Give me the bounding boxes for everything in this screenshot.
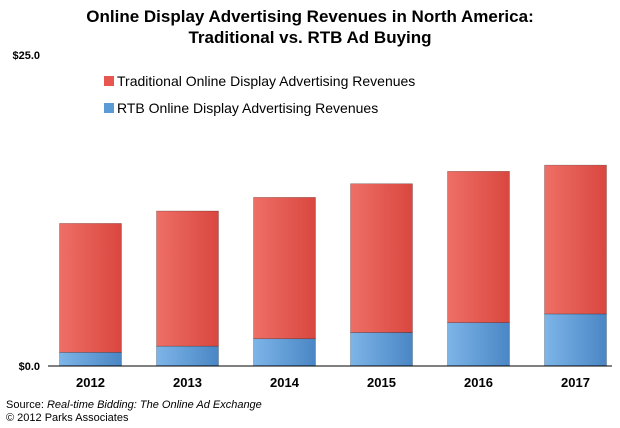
legend-swatch-traditional: [104, 76, 114, 86]
y-tick-label-top: $25.0: [12, 50, 40, 62]
bar-rtb-2012: [59, 352, 122, 367]
chart-title-line-1: Online Display Advertising Revenues in N…: [86, 7, 534, 26]
bars-layer: [59, 164, 607, 367]
bar-rtb-2014: [253, 338, 316, 367]
bar-traditional-2012: [59, 223, 122, 353]
legend-label-rtb: RTB Online Display Advertising Revenues: [117, 100, 378, 116]
source-line: Source: Real-time Bidding: The Online Ad…: [6, 399, 262, 412]
x-tick-labels: 2012 2013 2014 2015 2016 2017: [76, 375, 590, 390]
x-tick-label-2013: 2013: [173, 375, 202, 390]
y-tick-label-bottom: $0.0: [19, 361, 40, 373]
x-tick-label-2016: 2016: [464, 375, 493, 390]
bar-traditional-2016: [447, 171, 510, 323]
x-tick-label-2017: 2017: [561, 375, 590, 390]
bar-traditional-2014: [253, 197, 316, 340]
chart-title: Online Display Advertising Revenues in N…: [0, 6, 620, 48]
x-tick-label-2012: 2012: [76, 375, 105, 390]
x-tick-label-2015: 2015: [367, 375, 396, 390]
legend: Traditional Online Display Advertising R…: [104, 73, 415, 116]
bar-rtb-2017: [544, 313, 607, 367]
bar-traditional-2013: [156, 210, 219, 347]
bar-rtb-2013: [156, 345, 219, 367]
bar-rtb-2015: [350, 332, 413, 367]
source-note: Source: Real-time Bidding: The Online Ad…: [6, 399, 262, 425]
source-prefix: Source:: [6, 399, 47, 411]
copyright-line: © 2012 Parks Associates: [6, 412, 129, 424]
bar-traditional-2015: [350, 183, 413, 333]
bar-rtb-2016: [447, 322, 510, 367]
bar-traditional-2017: [544, 164, 607, 315]
x-tick-label-2014: 2014: [270, 375, 300, 390]
source-title: Real-time Bidding: The Online Ad Exchang…: [46, 399, 262, 411]
legend-swatch-rtb: [104, 103, 114, 113]
chart-title-line-2: Traditional vs. RTB Ad Buying: [188, 28, 432, 47]
legend-label-traditional: Traditional Online Display Advertising R…: [117, 73, 415, 89]
